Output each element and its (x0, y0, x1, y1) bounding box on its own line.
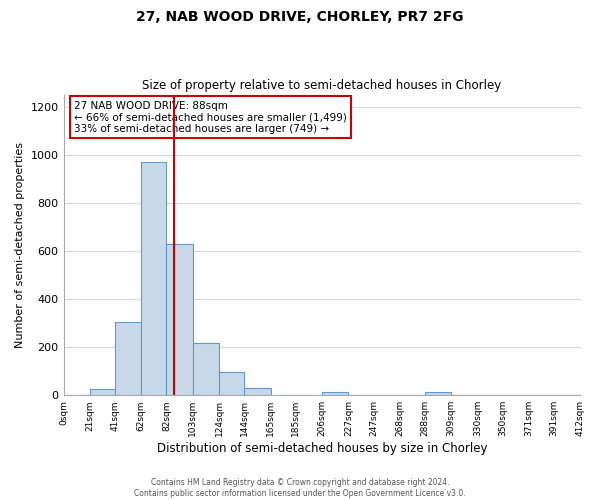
Bar (244, 388, 271, 395)
Bar (219, 372, 244, 395)
Bar (166, 244, 193, 395)
Bar (322, 392, 349, 395)
Text: Contains HM Land Registry data © Crown copyright and database right 2024.
Contai: Contains HM Land Registry data © Crown c… (134, 478, 466, 498)
Bar (142, 162, 166, 395)
Bar (425, 392, 451, 395)
Text: 27 NAB WOOD DRIVE: 88sqm
← 66% of semi-detached houses are smaller (1,499)
33% o: 27 NAB WOOD DRIVE: 88sqm ← 66% of semi-d… (74, 100, 347, 134)
Bar (90, 389, 115, 395)
Bar (115, 322, 142, 395)
Text: 27, NAB WOOD DRIVE, CHORLEY, PR7 2FG: 27, NAB WOOD DRIVE, CHORLEY, PR7 2FG (136, 10, 464, 24)
X-axis label: Distribution of semi-detached houses by size in Chorley: Distribution of semi-detached houses by … (157, 442, 487, 455)
Bar (193, 344, 219, 395)
Title: Size of property relative to semi-detached houses in Chorley: Size of property relative to semi-detach… (142, 79, 502, 92)
Y-axis label: Number of semi-detached properties: Number of semi-detached properties (15, 142, 25, 348)
